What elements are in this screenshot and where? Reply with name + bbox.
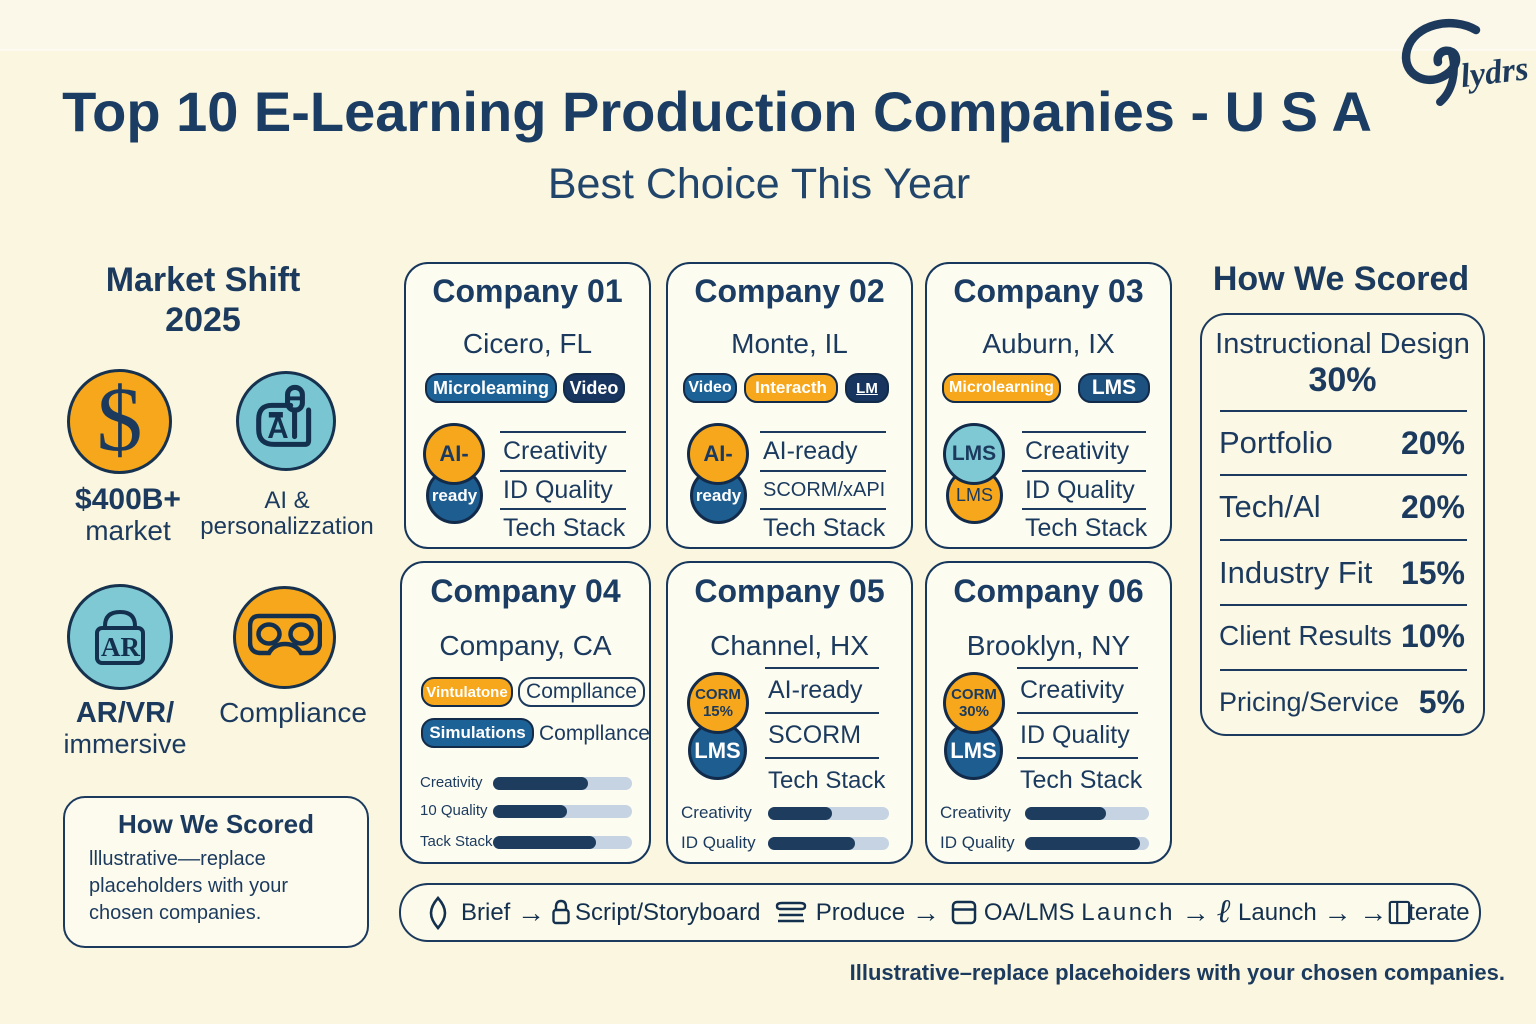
svg-text:A: A <box>267 412 288 445</box>
svg-text:AR: AR <box>101 632 140 662</box>
svg-text:lydrs: lydrs <box>1458 50 1530 95</box>
